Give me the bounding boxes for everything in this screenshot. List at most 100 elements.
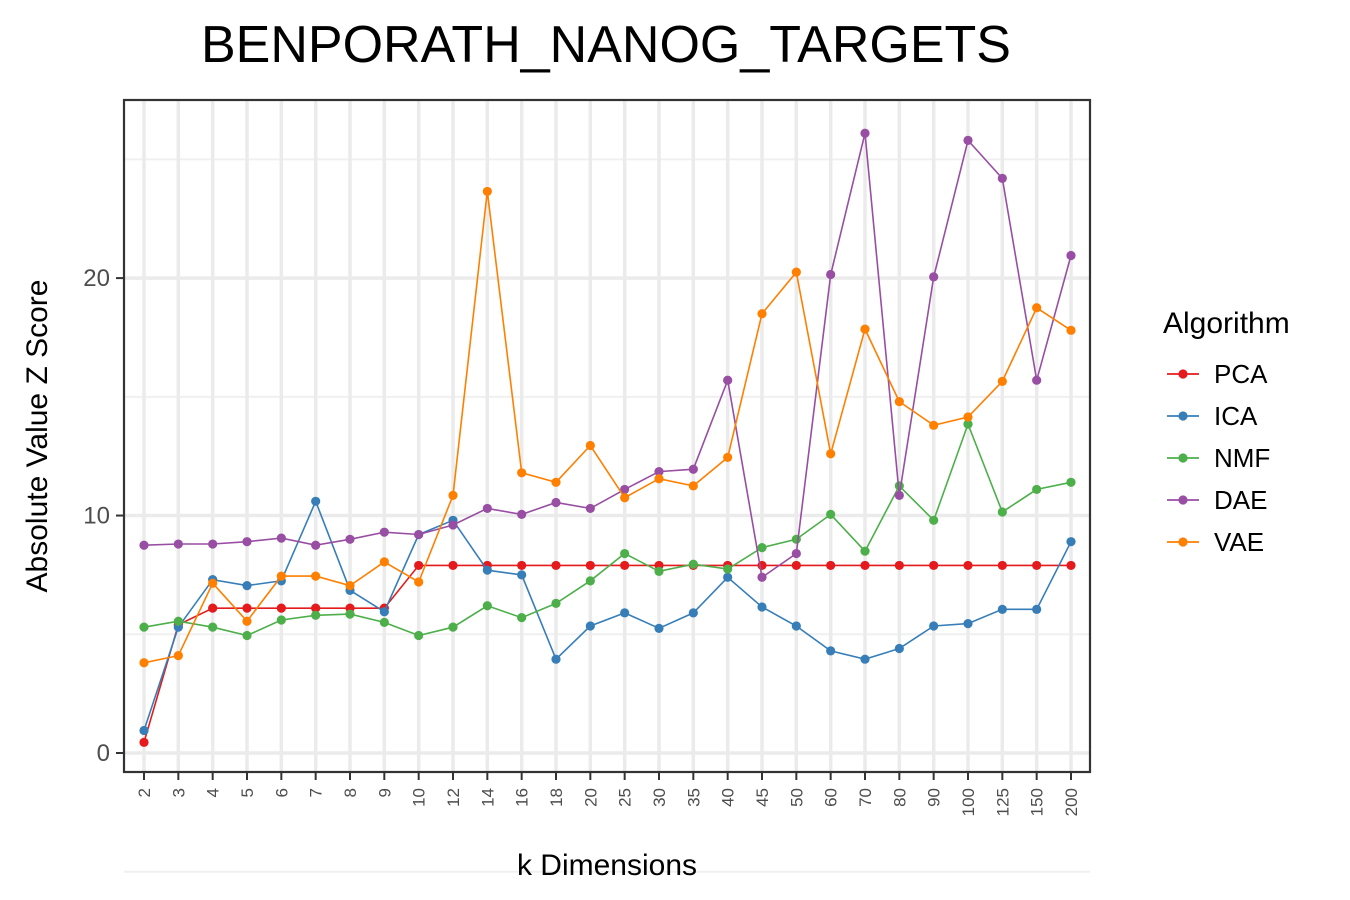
legend-key-point (1178, 411, 1188, 421)
x-tick-label: 2 (135, 788, 154, 797)
x-tick-label: 14 (478, 788, 497, 807)
data-point-nmf (654, 566, 664, 576)
series-line-dae (143, 133, 1072, 579)
data-point-nmf (723, 564, 733, 574)
data-point-vae (654, 474, 664, 484)
data-point-vae (482, 186, 492, 197)
legend-item-vae: VAE (1167, 527, 1264, 557)
data-point-nmf (414, 630, 424, 641)
data-point-dae (757, 572, 767, 582)
data-point-dae (723, 375, 733, 385)
data-point-vae (517, 468, 527, 478)
data-point-nmf (1032, 484, 1042, 495)
series-nmf (139, 419, 1076, 641)
data-point-dae (688, 464, 698, 474)
legend-label: NMF (1214, 443, 1270, 473)
data-point-ica (311, 496, 321, 506)
data-point-ica (1066, 537, 1076, 547)
y-tick-label: 10 (83, 503, 110, 530)
legend-item-pca: PCA (1167, 359, 1268, 389)
x-axis-title: k Dimensions (517, 849, 697, 882)
x-tick-label: 60 (822, 788, 841, 807)
data-point-vae (311, 571, 321, 581)
data-point-nmf (242, 630, 252, 641)
series-vae (139, 186, 1076, 668)
data-point-nmf (929, 515, 939, 525)
data-point-vae (276, 571, 286, 581)
data-point-dae (997, 173, 1007, 183)
data-point-pca (139, 737, 149, 747)
legend-key-point (1178, 369, 1188, 379)
data-point-vae (208, 578, 218, 588)
data-point-vae (345, 580, 355, 591)
x-tick-label: 30 (650, 788, 669, 807)
data-point-ica (860, 654, 870, 664)
data-point-ica (791, 621, 801, 631)
data-point-pca (1032, 560, 1042, 571)
x-tick-label: 4 (204, 788, 223, 797)
data-point-vae (997, 376, 1007, 386)
data-point-nmf (1066, 477, 1076, 487)
x-tick-label: 7 (307, 788, 326, 797)
data-point-vae (173, 651, 183, 661)
data-point-pca (791, 560, 801, 571)
data-point-dae (139, 540, 149, 550)
data-point-dae (345, 534, 355, 544)
data-point-pca (311, 603, 321, 613)
data-point-ica (517, 570, 527, 580)
data-point-nmf (276, 615, 286, 625)
data-point-pca (276, 603, 286, 613)
data-point-ica (894, 643, 904, 654)
data-point-pca (826, 560, 836, 571)
legend-item-ica: ICA (1167, 401, 1258, 431)
data-point-dae (860, 128, 870, 138)
data-point-dae (963, 135, 973, 145)
data-point-nmf (208, 622, 218, 632)
x-tick-label: 80 (890, 788, 909, 807)
data-point-nmf (585, 576, 595, 586)
x-tick-label: 18 (547, 788, 566, 807)
panel-border (122, 98, 1092, 774)
x-tick-label: 40 (719, 788, 738, 807)
x-tick-label: 200 (1062, 788, 1081, 816)
data-point-vae (242, 616, 252, 626)
data-point-dae (414, 529, 424, 540)
data-point-nmf (517, 613, 527, 623)
y-tick-label: 20 (83, 265, 110, 292)
data-point-pca (963, 560, 973, 571)
data-point-ica (620, 608, 630, 618)
data-point-pca (997, 560, 1007, 571)
x-tick-label: 20 (581, 788, 600, 807)
data-point-nmf (173, 616, 183, 626)
legend-label: ICA (1214, 401, 1258, 431)
data-point-nmf (963, 419, 973, 429)
data-point-vae (448, 490, 458, 500)
data-point-pca (894, 560, 904, 571)
data-point-dae (929, 272, 939, 282)
data-point-ica (482, 565, 492, 575)
data-point-nmf (997, 507, 1007, 517)
data-point-vae (723, 452, 733, 462)
data-point-dae (448, 520, 458, 530)
data-point-dae (826, 269, 836, 280)
data-point-vae (757, 309, 767, 319)
data-point-ica (963, 618, 973, 629)
x-tick-label: 9 (375, 788, 394, 797)
data-point-nmf (345, 609, 355, 619)
data-point-ica (654, 623, 664, 633)
legend-key-point (1178, 453, 1188, 463)
x-tick-label: 150 (1028, 788, 1047, 816)
x-tick-label: 6 (272, 788, 291, 797)
series-line-pca (143, 564, 1071, 743)
x-tick-label: 12 (444, 788, 463, 807)
panel-background (124, 100, 1090, 772)
data-point-vae (620, 493, 630, 503)
series-line-vae (143, 191, 1072, 664)
x-tick-label: 45 (753, 788, 772, 807)
data-point-nmf (379, 617, 389, 628)
data-point-nmf (551, 598, 561, 609)
data-point-nmf (791, 534, 801, 544)
x-tick-label: 25 (616, 788, 635, 807)
data-point-pca (414, 560, 424, 571)
